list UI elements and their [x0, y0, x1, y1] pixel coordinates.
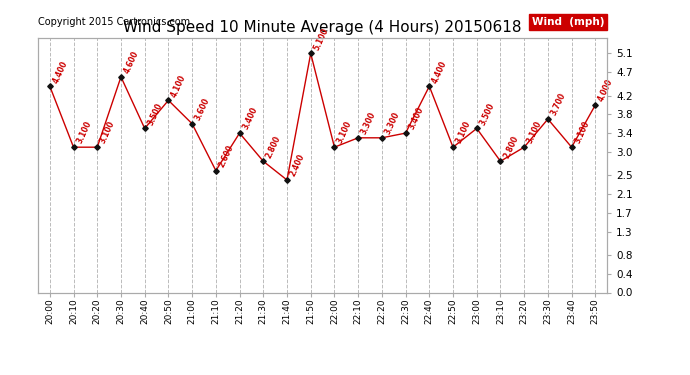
Text: 3.100: 3.100 [75, 120, 93, 146]
Text: 3.100: 3.100 [335, 120, 354, 146]
Text: 4.400: 4.400 [431, 59, 448, 84]
Text: 2.800: 2.800 [502, 134, 520, 159]
Text: 3.100: 3.100 [454, 120, 473, 146]
Text: Wind  (mph): Wind (mph) [532, 17, 604, 27]
Text: Copyright 2015 Cartronics.com: Copyright 2015 Cartronics.com [38, 17, 190, 27]
Text: 5.100: 5.100 [312, 26, 330, 52]
Text: 2.800: 2.800 [264, 134, 283, 159]
Text: 3.600: 3.600 [193, 96, 212, 122]
Text: 3.300: 3.300 [383, 111, 402, 136]
Text: 3.400: 3.400 [407, 106, 425, 131]
Text: 4.400: 4.400 [51, 59, 69, 84]
Title: Wind Speed 10 Minute Average (4 Hours) 20150618: Wind Speed 10 Minute Average (4 Hours) 2… [124, 20, 522, 35]
Text: 3.400: 3.400 [241, 106, 259, 131]
Text: 2.600: 2.600 [217, 143, 235, 169]
Text: 3.100: 3.100 [573, 120, 591, 146]
Text: 3.100: 3.100 [99, 120, 117, 146]
Text: 4.600: 4.600 [122, 50, 140, 75]
Text: 3.700: 3.700 [549, 92, 567, 117]
Text: 4.100: 4.100 [170, 73, 188, 99]
Text: 4.000: 4.000 [597, 78, 615, 103]
Text: 3.100: 3.100 [525, 120, 544, 146]
Text: 2.400: 2.400 [288, 153, 306, 178]
Text: 3.500: 3.500 [478, 101, 496, 127]
Text: 3.500: 3.500 [146, 101, 164, 127]
Text: 3.300: 3.300 [359, 111, 377, 136]
